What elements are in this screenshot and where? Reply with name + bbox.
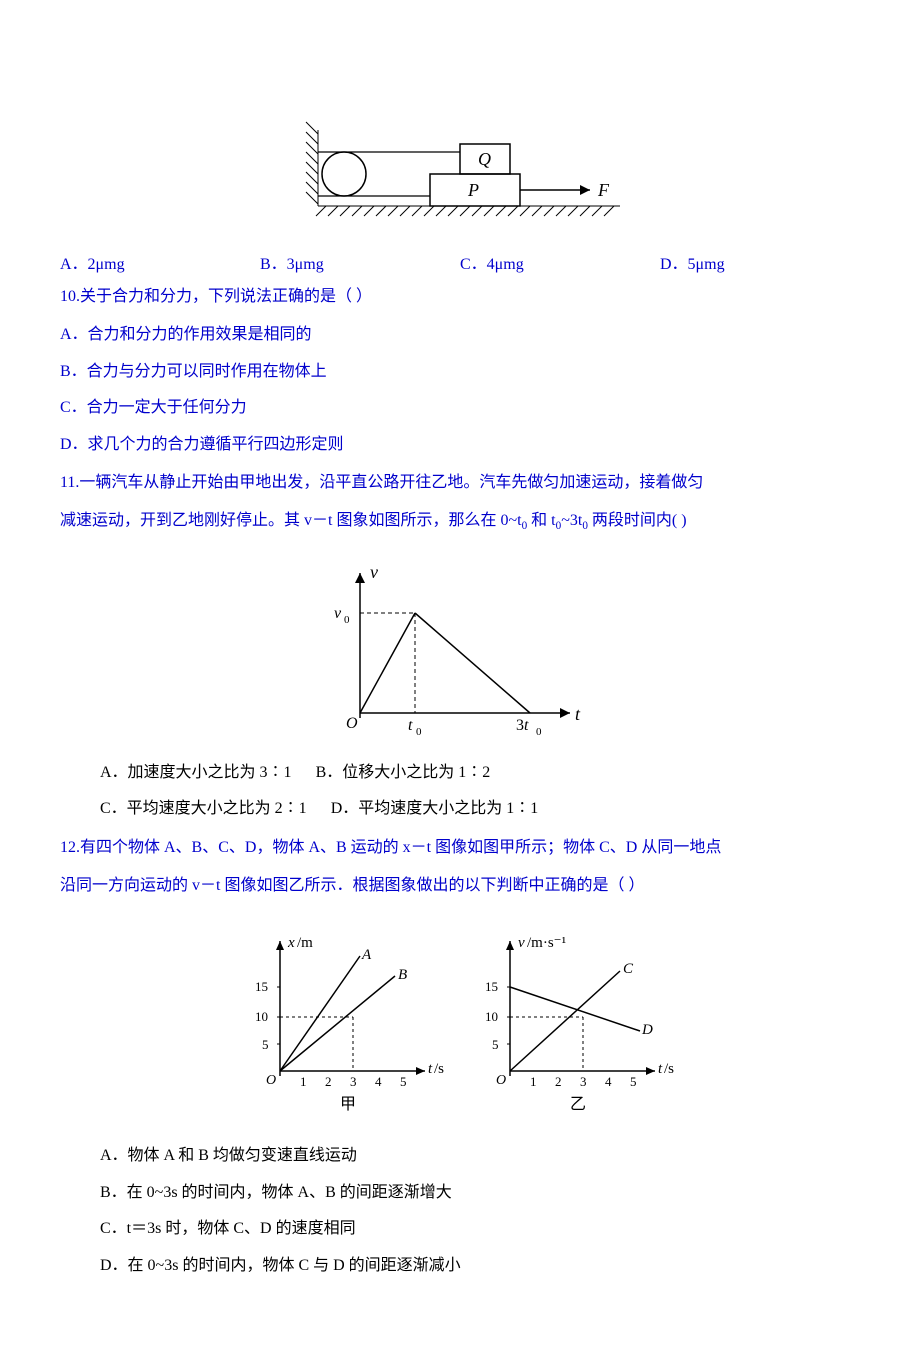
svg-text:/m·s⁻¹: /m·s⁻¹ (527, 935, 566, 951)
vt-graph: v t O v 0 t 0 3t 0 (320, 558, 600, 738)
q11-a: A．加速度大小之比为 3∶1 (100, 764, 292, 781)
svg-text:t: t (658, 1061, 663, 1077)
q10-b: B．合力与分力可以同时作用在物体上 (60, 357, 860, 387)
svg-text:甲: 甲 (340, 1096, 356, 1113)
q10-stem: 10.关于合力和分力，下列说法正确的是（ ） (60, 282, 860, 312)
svg-text:C: C (623, 961, 634, 977)
svg-text:5: 5 (262, 1037, 269, 1052)
svg-text:2: 2 (325, 1074, 332, 1089)
svg-text:/m: /m (297, 935, 313, 951)
svg-text:4: 4 (605, 1074, 612, 1089)
q11-ab: A．加速度大小之比为 3∶1 B．位移大小之比为 1∶2 (60, 758, 860, 788)
svg-text:v: v (334, 605, 342, 622)
svg-text:D: D (641, 1022, 653, 1038)
svg-text:A: A (361, 947, 372, 963)
q10-d: D．求几个力的合力遵循平行四边形定则 (60, 430, 860, 460)
svg-text:3: 3 (350, 1074, 357, 1089)
svg-text:15: 15 (255, 979, 268, 994)
svg-text:2: 2 (555, 1074, 562, 1089)
q11-b: B．位移大小之比为 1∶2 (316, 764, 491, 781)
svg-text:v: v (370, 562, 378, 582)
svg-text:0: 0 (344, 614, 350, 626)
q10-c: C．合力一定大于任何分力 (60, 393, 860, 423)
q12-figure: x /m t /s O 5 10 15 1 2 3 4 5 A B (60, 921, 860, 1121)
label-F: F (597, 180, 610, 200)
svg-text:3: 3 (580, 1074, 587, 1089)
label-P: P (467, 180, 479, 200)
svg-text:1: 1 (530, 1074, 537, 1089)
svg-text:乙: 乙 (570, 1096, 586, 1113)
q12-stem-1: 12.有四个物体 A、B、C、D，物体 A、B 运动的 x－t 图像如图甲所示；… (60, 833, 860, 863)
q11-d: D．平均速度大小之比为 1∶1 (331, 800, 539, 817)
q12-c: C．t＝3s 时，物体 C、D 的速度相同 (60, 1214, 860, 1244)
q12-d: D．在 0~3s 的时间内，物体 C 与 D 的间距逐渐减小 (60, 1251, 860, 1281)
svg-text:v: v (518, 935, 525, 951)
q12-stem-2: 沿同一方向运动的 v－t 图像如图乙所示．根据图象做出的以下判断中正确的是（ ） (60, 871, 860, 901)
q9-opt-c: C．4μmg (460, 250, 660, 274)
svg-text:O: O (346, 715, 358, 732)
q12-a: A．物体 A 和 B 均做匀变速直线运动 (60, 1141, 860, 1171)
q10-a: A．合力和分力的作用效果是相同的 (60, 320, 860, 350)
q11-stem-2: 减速运动，开到乙地刚好停止。其 v－t 图象如图所示，那么在 0~t0 和 t0… (60, 506, 860, 537)
svg-text:5: 5 (630, 1074, 637, 1089)
svg-text:0: 0 (536, 726, 542, 738)
svg-text:/s: /s (664, 1061, 674, 1077)
svg-text:5: 5 (400, 1074, 407, 1089)
q9-opt-b: B．3μmg (260, 250, 460, 274)
pulley-diagram: Q P F (280, 120, 640, 230)
svg-text:t: t (428, 1061, 433, 1077)
q11-cd: C．平均速度大小之比为 2∶1 D．平均速度大小之比为 1∶1 (60, 794, 860, 824)
label-Q: Q (478, 149, 491, 169)
xt-vt-graphs: x /m t /s O 5 10 15 1 2 3 4 5 A B (220, 921, 700, 1121)
svg-text:3t: 3t (516, 717, 529, 734)
q11-c: C．平均速度大小之比为 2∶1 (100, 800, 307, 817)
q9-options: A．2μmg B．3μmg C．4μmg D．5μmg (60, 250, 860, 274)
svg-text:10: 10 (485, 1009, 498, 1024)
svg-text:10: 10 (255, 1009, 268, 1024)
q11-stem-1: 11.一辆汽车从静止开始由甲地出发，沿平直公路开往乙地。汽车先做匀加速运动，接着… (60, 468, 860, 498)
q9-opt-a: A．2μmg (60, 250, 260, 274)
svg-text:t: t (408, 717, 413, 734)
svg-text:0: 0 (416, 726, 422, 738)
q12-b: B．在 0~3s 的时间内，物体 A、B 的间距逐渐增大 (60, 1178, 860, 1208)
svg-text:O: O (496, 1073, 506, 1088)
svg-text:B: B (398, 967, 407, 983)
q9-opt-d: D．5μmg (660, 250, 860, 274)
q11-figure: v t O v 0 t 0 3t 0 (60, 558, 860, 738)
svg-text:4: 4 (375, 1074, 382, 1089)
svg-text:1: 1 (300, 1074, 307, 1089)
q9-figure: Q P F (60, 120, 860, 230)
svg-text:5: 5 (492, 1037, 499, 1052)
svg-text:O: O (266, 1073, 276, 1088)
svg-text:t: t (575, 704, 581, 724)
svg-text:/s: /s (434, 1061, 444, 1077)
svg-text:15: 15 (485, 979, 498, 994)
svg-text:x: x (287, 935, 295, 951)
